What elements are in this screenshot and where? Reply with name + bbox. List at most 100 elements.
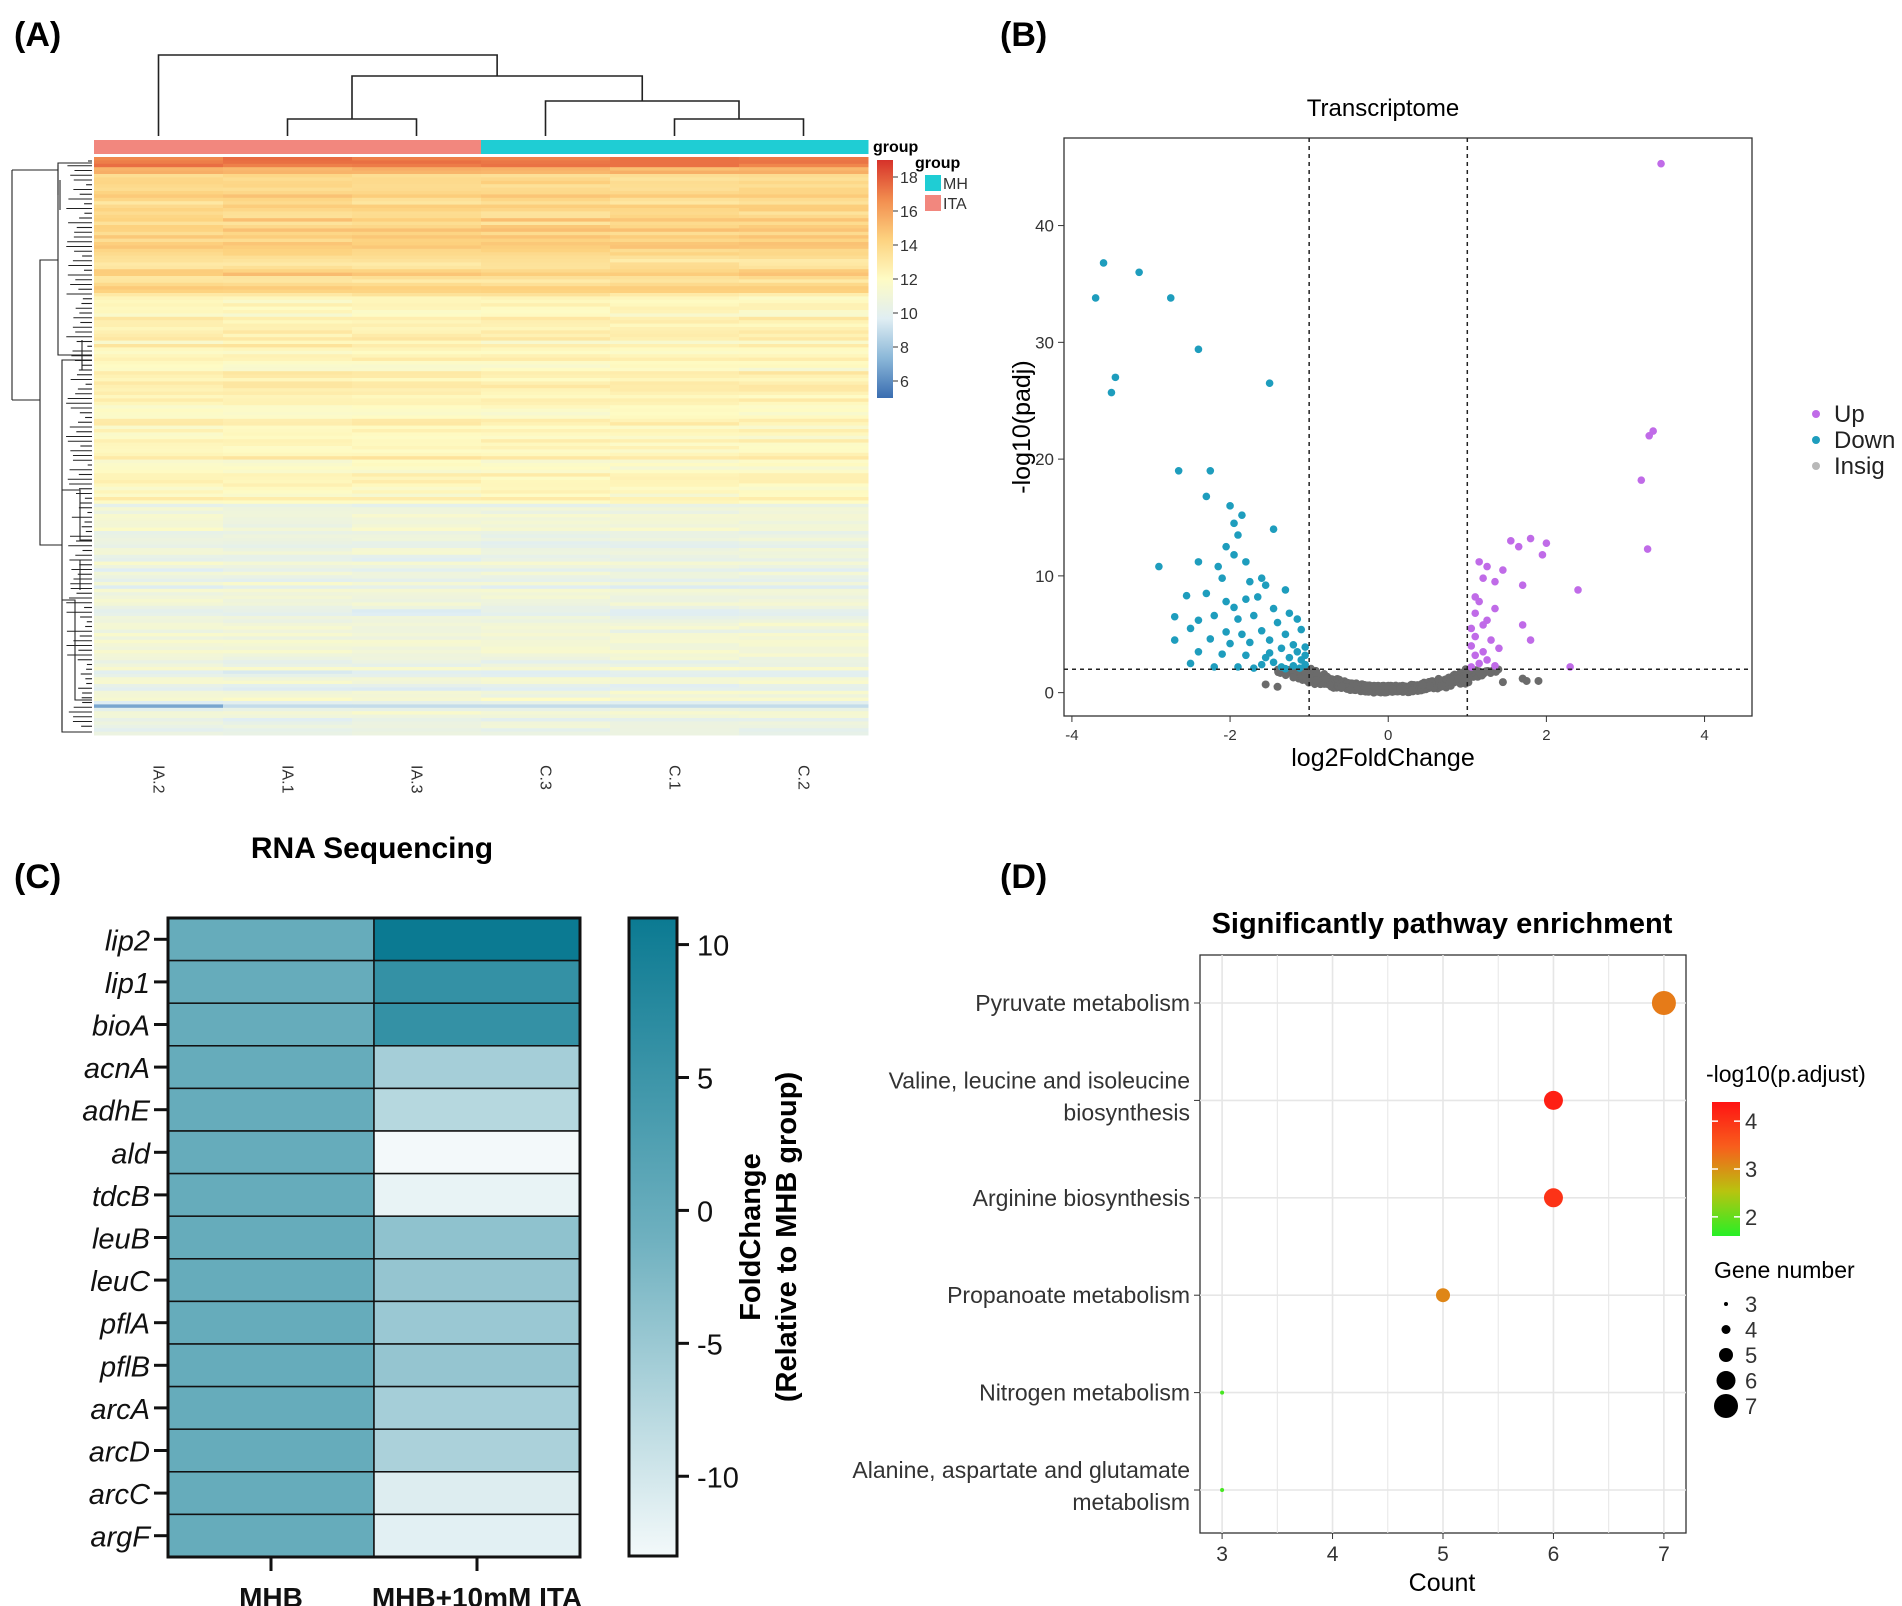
heatmap-cell bbox=[94, 493, 224, 498]
heatmap-cell bbox=[94, 269, 224, 274]
heatmap-cell bbox=[352, 255, 482, 260]
heatmap-cell bbox=[739, 585, 869, 590]
heatmap-cell bbox=[739, 690, 869, 695]
heatmap-cell bbox=[94, 684, 224, 688]
heatmap-cell bbox=[223, 534, 353, 539]
down-point bbox=[1242, 651, 1250, 660]
heatmap-cell bbox=[223, 167, 353, 172]
heatmap-cell bbox=[610, 408, 740, 413]
heatmap-cell bbox=[481, 667, 611, 671]
heatmap-cell bbox=[94, 279, 224, 284]
dendrogram-link bbox=[39, 259, 62, 546]
heatmap-row bbox=[94, 446, 869, 450]
heatmap-cell bbox=[610, 211, 740, 216]
heatmap-cell bbox=[610, 480, 740, 484]
heatmap-row bbox=[94, 561, 869, 566]
heatmap-cell bbox=[481, 299, 611, 304]
panel-label-a: (A) bbox=[14, 16, 61, 54]
heatmap-cell bbox=[352, 221, 482, 226]
heatmap-cell bbox=[481, 670, 611, 675]
heatmap-cell bbox=[610, 677, 740, 682]
heatmap-cell bbox=[352, 381, 482, 386]
heatmap-cell bbox=[610, 721, 740, 726]
enrichment-x-axis-label: Count bbox=[1409, 1569, 1476, 1597]
heatmap-cell bbox=[610, 180, 740, 185]
heatmap-cell bbox=[610, 218, 740, 223]
heatmap-cell bbox=[610, 469, 740, 474]
down-point bbox=[1293, 615, 1302, 623]
heatmap-cell bbox=[94, 367, 224, 372]
heatmap-cell bbox=[610, 357, 740, 362]
heatmap-cell bbox=[481, 622, 611, 627]
heatmap-cell bbox=[352, 418, 482, 423]
up-point bbox=[1507, 537, 1515, 545]
heatmap-cell bbox=[610, 446, 740, 450]
heatmap-row bbox=[94, 289, 869, 294]
heatmap-cell bbox=[223, 306, 353, 311]
heatmap-cell bbox=[223, 276, 353, 280]
down-point bbox=[1226, 639, 1234, 648]
heatmap-cell bbox=[481, 524, 611, 529]
heatmap-row bbox=[94, 697, 869, 702]
heatmap-cell bbox=[610, 163, 740, 168]
heatmap-cell bbox=[739, 480, 869, 484]
group-bar-cell bbox=[610, 140, 740, 154]
up-point bbox=[1475, 659, 1483, 668]
up-point bbox=[1467, 642, 1476, 650]
heatmap-cell bbox=[739, 673, 869, 678]
heatmap-row bbox=[94, 483, 869, 488]
heatmap-cell bbox=[739, 218, 869, 223]
volcano-insig-points bbox=[1261, 664, 1543, 697]
heatmap-cell bbox=[94, 306, 224, 311]
heatmap-cell bbox=[610, 524, 740, 529]
heatmap-cell bbox=[223, 568, 353, 573]
heatmap-row bbox=[94, 459, 869, 464]
heatmap-cell bbox=[610, 728, 740, 733]
heatmap-cell bbox=[739, 459, 869, 464]
heatmap-cell bbox=[610, 252, 740, 257]
up-point bbox=[1487, 636, 1495, 644]
heatmap-cell bbox=[352, 541, 482, 546]
heatmap-cell bbox=[610, 660, 740, 665]
heatmap-cell bbox=[223, 228, 353, 233]
down-point bbox=[1297, 625, 1306, 634]
insig-point bbox=[1363, 683, 1372, 692]
heatmap-cell bbox=[481, 197, 611, 202]
heatmap-cell bbox=[610, 174, 740, 178]
heatmap-cell bbox=[739, 446, 869, 450]
heatmap-row bbox=[94, 320, 869, 325]
down-point bbox=[1281, 664, 1290, 673]
down-point bbox=[1218, 650, 1226, 658]
size-legend-dot bbox=[1714, 1394, 1738, 1418]
heatmap-cell bbox=[739, 333, 869, 338]
heatmap-cell bbox=[739, 731, 869, 736]
up-point bbox=[1645, 431, 1653, 440]
colorbar-tick-label: 10 bbox=[900, 306, 918, 323]
heatmap-cell bbox=[352, 707, 482, 712]
group-legend-swatch bbox=[925, 175, 941, 191]
down-point bbox=[1269, 604, 1278, 613]
down-point bbox=[1249, 664, 1258, 672]
heatmap-cell bbox=[739, 500, 869, 505]
heatmap-cell bbox=[352, 558, 482, 563]
heatmap-cell bbox=[610, 561, 740, 566]
heatmap-row bbox=[94, 218, 869, 223]
heatmap-cell bbox=[739, 724, 869, 729]
dendrogram-link bbox=[157, 54, 498, 136]
heatmap-cell bbox=[352, 401, 482, 406]
heatmap-row bbox=[94, 303, 869, 308]
heatmap-cell bbox=[94, 473, 224, 478]
heatmap-row bbox=[94, 582, 869, 586]
heatmap-cell bbox=[481, 605, 611, 610]
heatmap-cell bbox=[739, 276, 869, 280]
heatmap-cell bbox=[481, 177, 611, 182]
legend-dot bbox=[1812, 436, 1820, 444]
heatmap-cell bbox=[739, 707, 869, 712]
heatmap-cell bbox=[352, 276, 482, 280]
heatmap-cell bbox=[223, 225, 353, 229]
up-point bbox=[1491, 661, 1499, 670]
heatmap-cell bbox=[94, 490, 224, 495]
heatmap-cell bbox=[610, 361, 740, 365]
panel-c-heatmap: RNA Sequencing lip2 lip1 bioA acnA adhE ald td… bbox=[82, 832, 803, 1606]
heatmap-cell bbox=[94, 660, 224, 665]
